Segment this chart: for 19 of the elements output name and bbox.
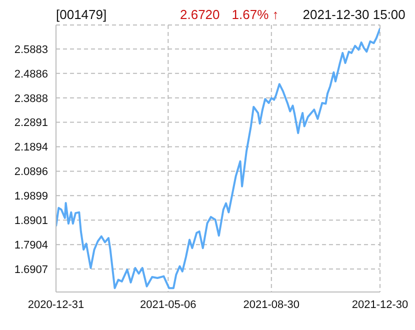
y-tick-label: 2.2891 [14,117,48,130]
y-tick-label: 2.0896 [14,166,48,178]
line-series [56,27,380,290]
text: 1.67% ↑ [232,7,279,22]
x-tick-label: 2020-12-31 [28,298,84,311]
x-tick-label: 2021-12-30 [352,298,408,311]
y-tick-label: 1.8901 [14,215,48,228]
y-tick-label: 2.1894 [14,142,48,154]
y-tick-label: 2.3888 [14,92,48,105]
y-tick-label: 2.5883 [14,44,48,56]
y-tick-label: 1.7904 [14,239,48,252]
x-tick-label: 2021-05-06 [140,298,196,311]
text: 2.6720 [180,7,220,22]
chart-title: [001479] [56,7,107,22]
text: 2021-12-30 15:00 [302,7,406,22]
y-tick-label: 1.9899 [14,190,48,203]
y-tick-label: 2.4886 [14,68,48,80]
y-tick-label: 1.6907 [14,264,48,276]
x-tick-label: 2021-08-30 [243,298,300,311]
